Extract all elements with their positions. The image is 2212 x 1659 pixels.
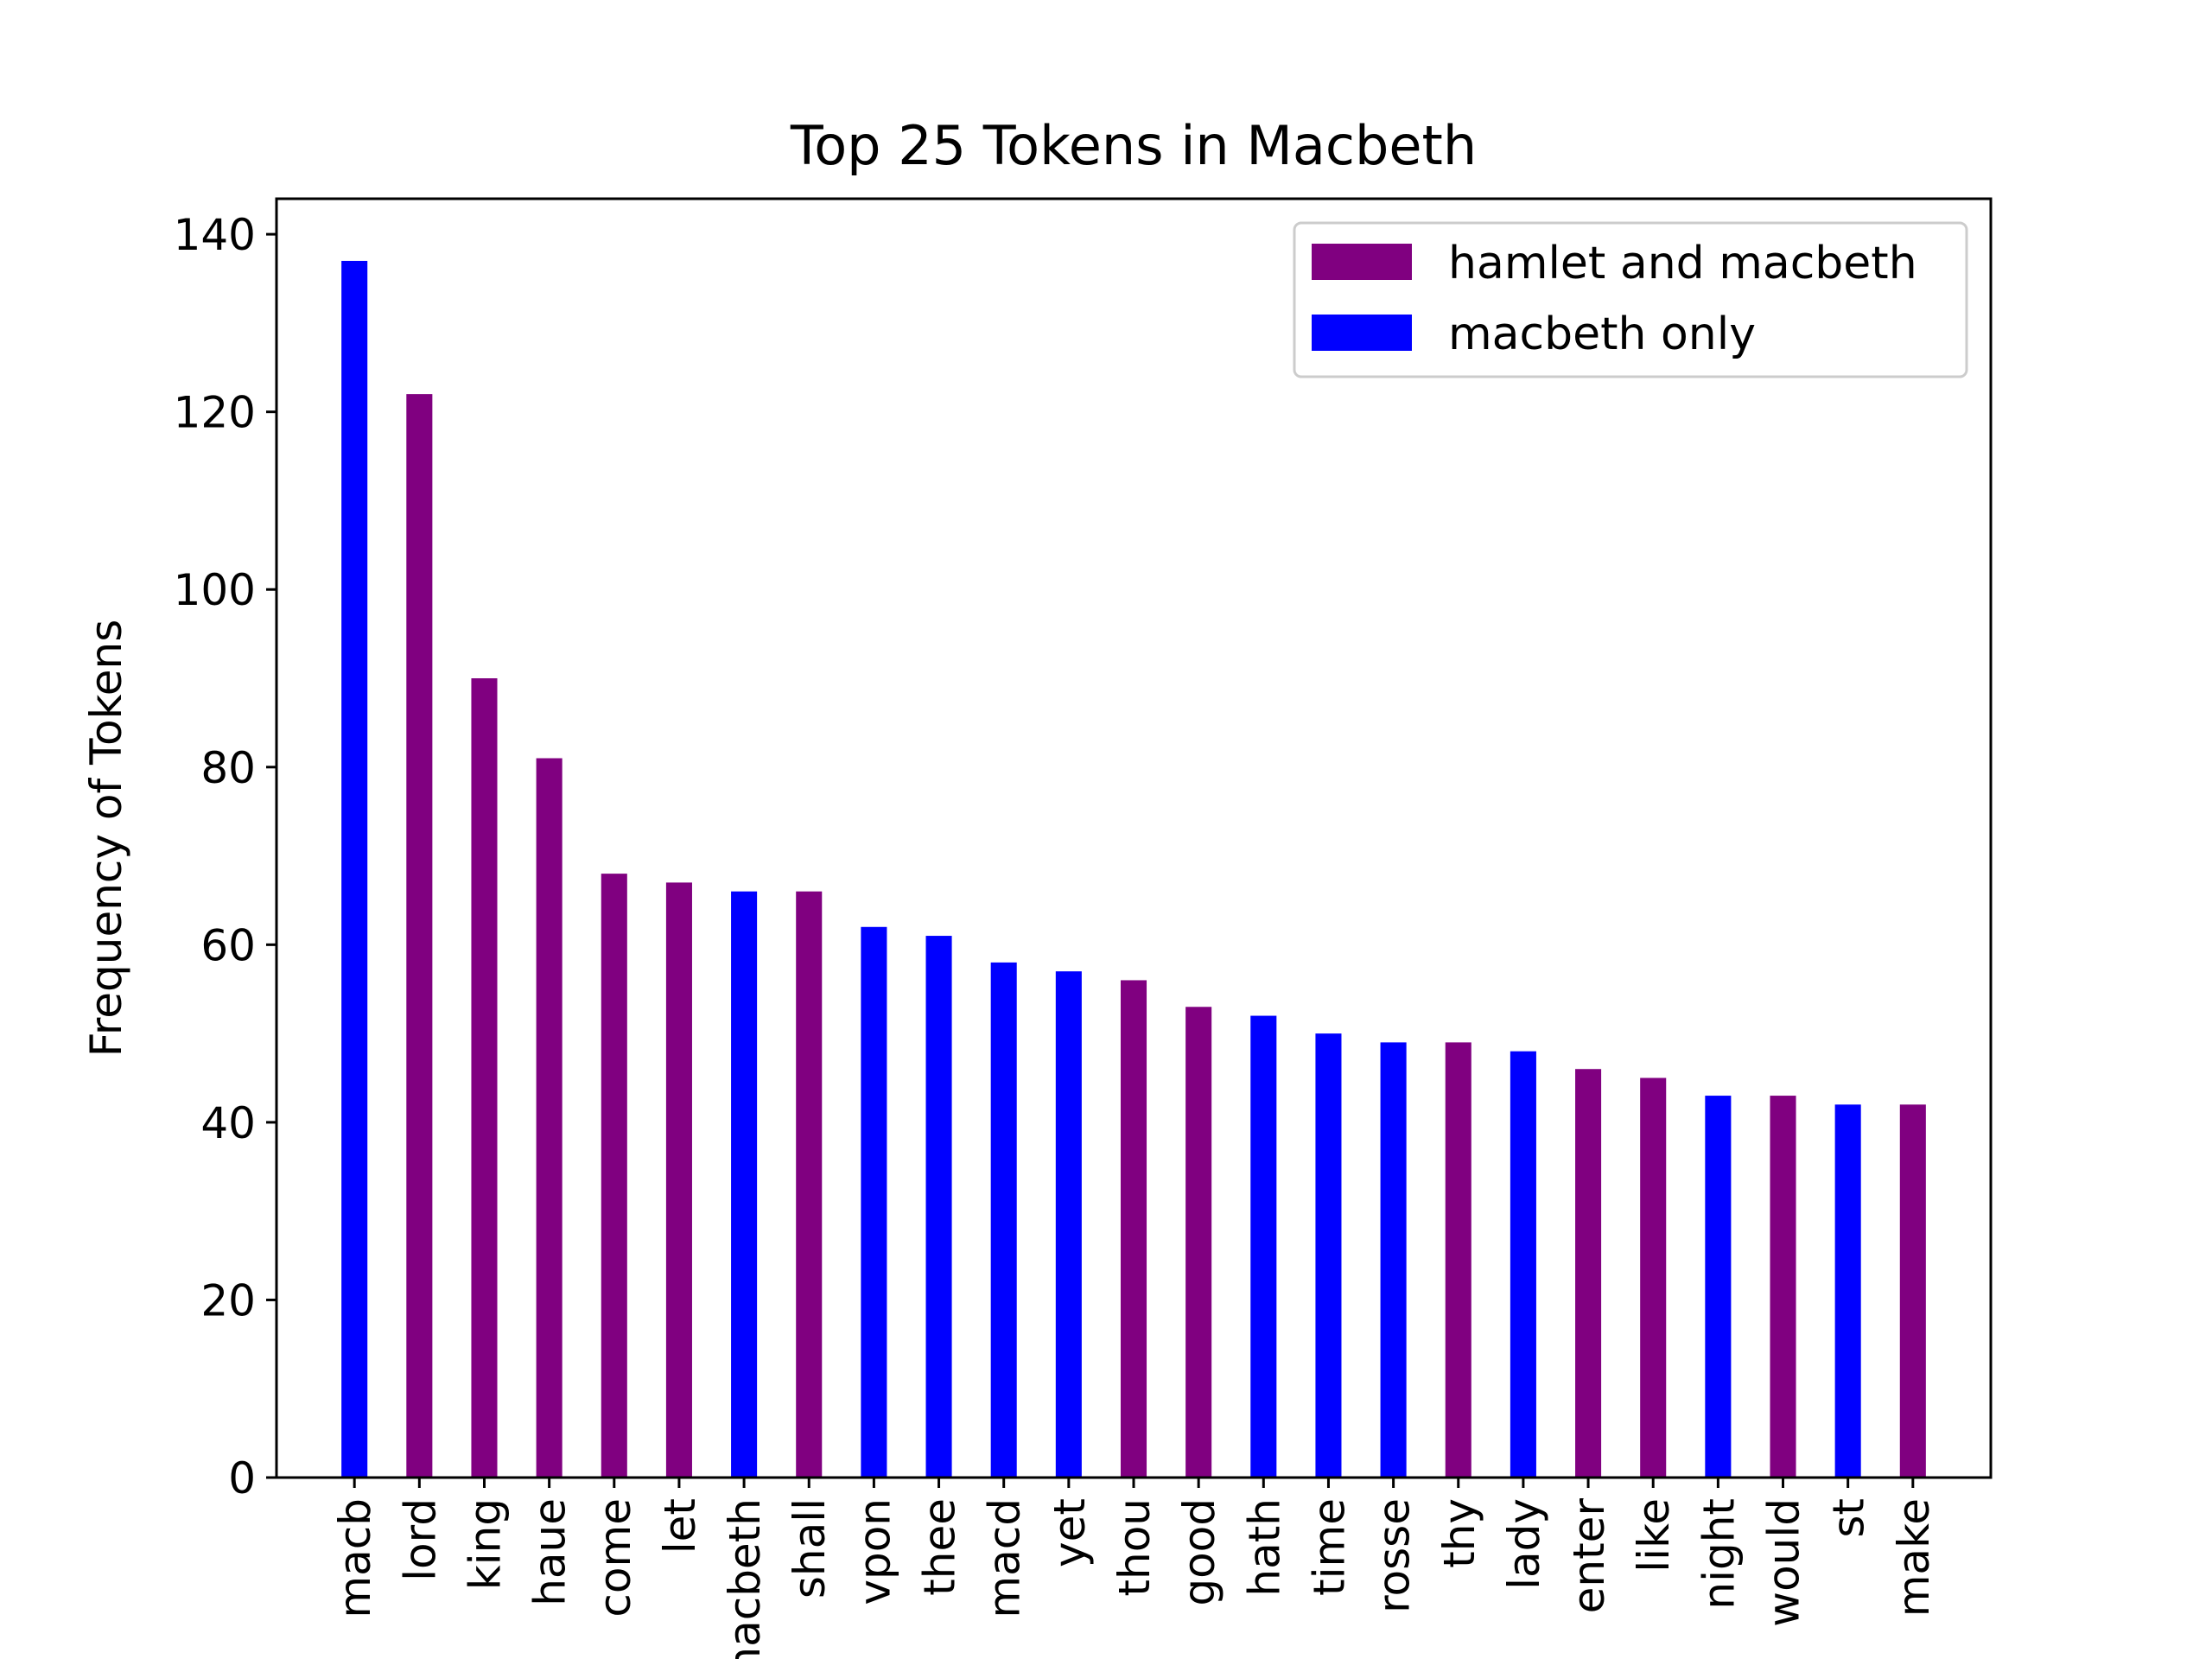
- x-tick-label-come: come: [590, 1498, 640, 1618]
- bar-yet: [1055, 971, 1082, 1478]
- x-tick-label-haue: haue: [525, 1498, 575, 1606]
- x-tick-label-st: st: [1824, 1498, 1874, 1538]
- y-tick-label-80: 80: [200, 743, 256, 793]
- bar-macd: [990, 962, 1017, 1478]
- bar-lord: [406, 394, 433, 1478]
- x-tick-label-vpon: vpon: [849, 1498, 899, 1605]
- bar-hath: [1250, 1015, 1277, 1478]
- bar-would: [1770, 1096, 1796, 1478]
- y-tick-label-40: 40: [200, 1098, 256, 1148]
- legend: hamlet and macbeth macbeth only: [1293, 221, 1968, 378]
- y-axis: 0 20 40 60 80 100 120 140: [174, 210, 276, 1503]
- x-tick-label-thee: thee: [915, 1498, 965, 1596]
- y-axis-label: Frequency of Tokens: [81, 620, 131, 1058]
- x-tick-label-thy: thy: [1434, 1498, 1484, 1568]
- bar-haue: [536, 758, 563, 1478]
- bar-macb: [341, 260, 368, 1478]
- x-tick-label-rosse: rosse: [1370, 1498, 1420, 1613]
- legend-frame: [1293, 221, 1968, 378]
- x-tick-label-would: would: [1759, 1498, 1809, 1627]
- x-tick-label-lady: lady: [1499, 1498, 1549, 1590]
- bar-come: [601, 874, 627, 1478]
- x-tick-label-hath: hath: [1239, 1498, 1289, 1597]
- x-tick-label-shall: shall: [785, 1498, 835, 1599]
- bar-st: [1834, 1104, 1861, 1478]
- y-tick-label-0: 0: [228, 1453, 256, 1503]
- y-tick-label-100: 100: [174, 565, 256, 615]
- x-tick-label-lord: lord: [395, 1498, 445, 1581]
- x-tick-label-enter: enter: [1564, 1498, 1614, 1614]
- x-tick-label-macd: macd: [980, 1498, 1030, 1618]
- x-tick-label-macbeth: macbeth: [720, 1498, 770, 1659]
- bar-let: [665, 882, 692, 1478]
- bar-shall: [796, 891, 823, 1478]
- x-tick-label-time: time: [1304, 1498, 1354, 1596]
- x-axis: macb lord king haue come let macbeth shall vpon t…: [330, 1478, 1939, 1659]
- bar-make: [1899, 1104, 1926, 1478]
- y-tick-label-140: 140: [174, 210, 256, 260]
- x-tick-label-like: like: [1629, 1498, 1679, 1573]
- bar-thy: [1445, 1042, 1471, 1478]
- bar-thee: [925, 936, 952, 1478]
- x-tick-label-thou: thou: [1109, 1498, 1160, 1597]
- x-tick-label-let: let: [655, 1498, 705, 1554]
- bar-lady: [1510, 1051, 1536, 1478]
- y-tick-label-120: 120: [174, 388, 256, 438]
- plot-frame: [275, 197, 1993, 1479]
- x-tick-label-king: king: [460, 1498, 510, 1590]
- x-tick-label-yet: yet: [1045, 1498, 1095, 1567]
- bar-like: [1640, 1077, 1667, 1478]
- legend-swatch-hamlet-and-macbeth: [1312, 244, 1412, 280]
- x-tick-label-good: good: [1174, 1498, 1224, 1606]
- legend-swatch-macbeth-only: [1312, 315, 1412, 351]
- bar-king: [471, 678, 498, 1478]
- bar-vpon: [861, 926, 887, 1478]
- bar-enter: [1575, 1069, 1602, 1478]
- x-tick-label-macb: macb: [330, 1498, 380, 1618]
- y-tick-label-60: 60: [200, 920, 256, 970]
- bar-good: [1185, 1007, 1212, 1478]
- legend-label-macbeth-only: macbeth only: [1448, 308, 1756, 360]
- x-tick-label-night: night: [1694, 1498, 1744, 1610]
- bar-time: [1315, 1033, 1342, 1478]
- bar-night: [1705, 1096, 1732, 1478]
- bar-macbeth: [731, 891, 758, 1478]
- x-tick-label-make: make: [1889, 1498, 1939, 1617]
- bar-rosse: [1380, 1042, 1407, 1478]
- legend-label-hamlet-and-macbeth: hamlet and macbeth: [1448, 238, 1917, 289]
- chart-title: Top 25 Tokens in Macbeth: [790, 114, 1477, 177]
- y-tick-label-20: 20: [200, 1275, 256, 1325]
- bar-thou: [1120, 980, 1147, 1478]
- bars: [341, 260, 1926, 1478]
